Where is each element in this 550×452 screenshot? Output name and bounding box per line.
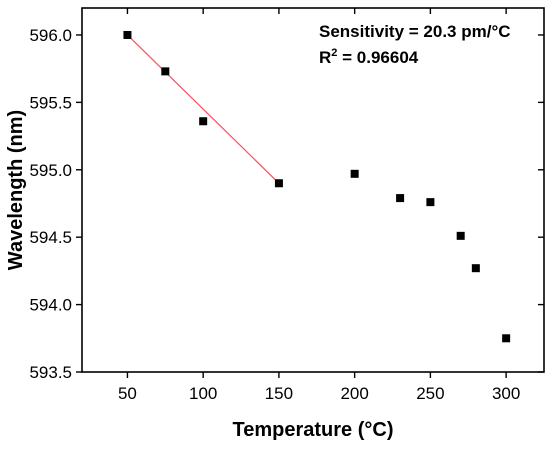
sensitivity-annotation: Sensitivity = 20.3 pm/°C	[319, 22, 511, 41]
data-point	[502, 334, 511, 343]
plot-frame	[81, 7, 545, 373]
y-tick-label: 593.5	[29, 363, 72, 382]
y-tick-label: 596.0	[29, 26, 72, 45]
linear-fit-line	[127, 34, 280, 184]
y-tick-label: 594.0	[29, 296, 72, 315]
data-point	[350, 169, 359, 178]
data-point	[471, 264, 480, 273]
data-point	[123, 30, 132, 39]
x-tick-label: 200	[340, 384, 368, 403]
y-tick-label: 595.5	[29, 93, 72, 112]
x-tick-label: 50	[118, 384, 137, 403]
x-tick-label: 100	[189, 384, 217, 403]
x-tick-label: 150	[265, 384, 293, 403]
x-tick-label: 300	[492, 384, 520, 403]
fit-line-layer	[127, 34, 280, 184]
r-squared-prefix: R	[319, 48, 331, 67]
r-squared-superscript: 2	[331, 47, 337, 59]
x-tick-label: 250	[416, 384, 444, 403]
x-axis-title: Temperature (°C)	[233, 419, 394, 441]
data-point	[456, 231, 465, 240]
data-point	[199, 117, 208, 126]
r-squared-annotation: R2 = 0.96604	[319, 47, 419, 67]
data-points	[123, 30, 511, 343]
axis-ticks: 50 100 150 200 250 300 593.5 594.0 594.5 595.0 595…	[29, 8, 544, 403]
data-point	[274, 179, 283, 188]
y-axis-title: Wavelength (nm)	[5, 110, 27, 270]
r-squared-value: = 0.96604	[337, 48, 418, 67]
data-point	[426, 198, 435, 207]
y-tick-label: 594.5	[29, 228, 72, 247]
y-tick-label: 595.0	[29, 161, 72, 180]
data-point	[396, 194, 405, 203]
data-point	[161, 67, 170, 76]
